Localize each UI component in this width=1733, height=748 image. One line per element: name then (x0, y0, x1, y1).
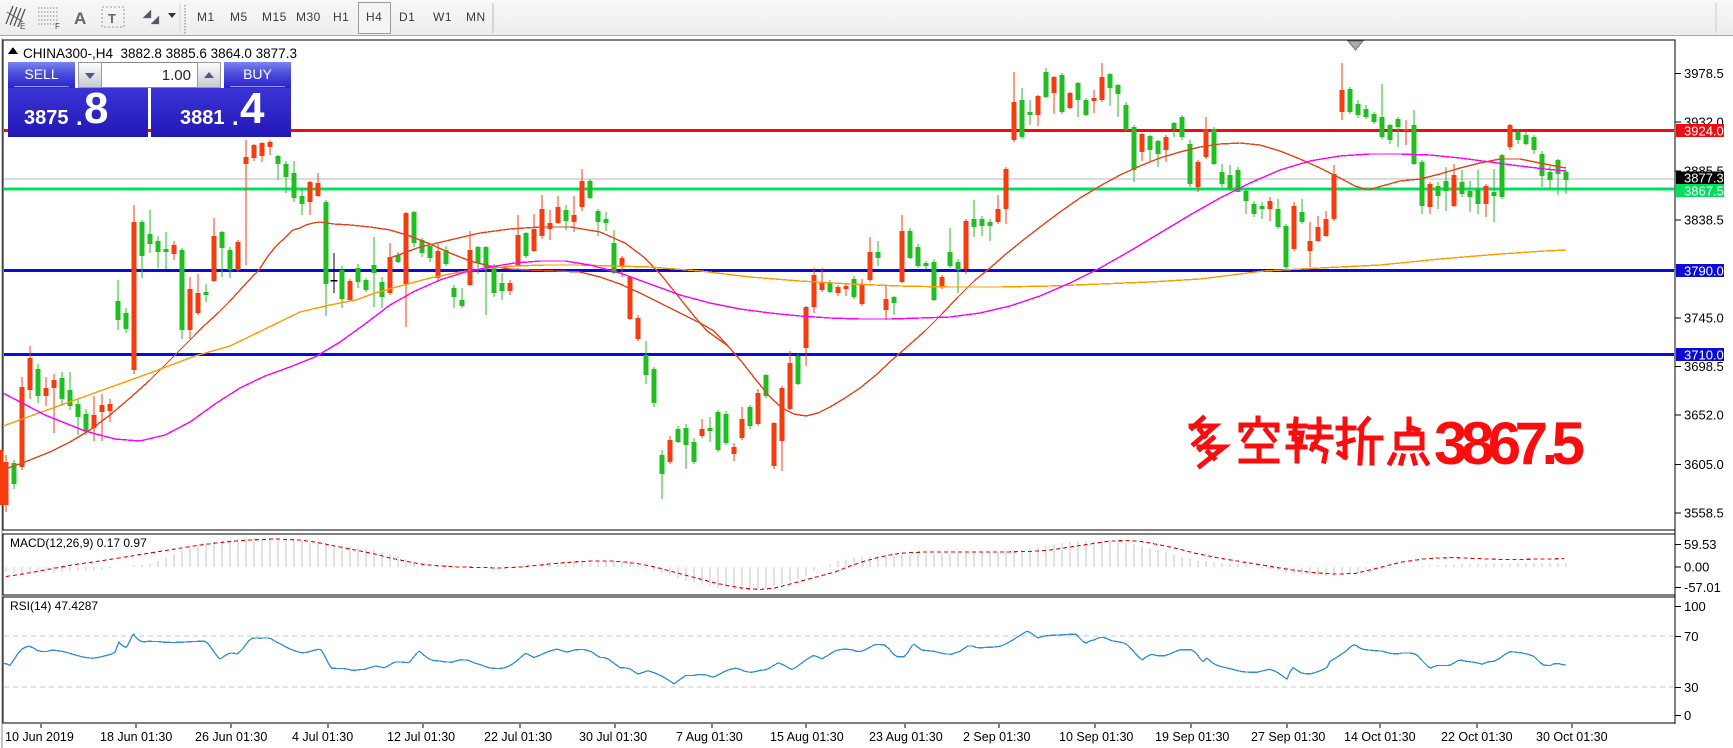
svg-text:30 Jul 01:30: 30 Jul 01:30 (579, 730, 647, 744)
svg-text:22 Oct 01:30: 22 Oct 01:30 (1441, 730, 1513, 744)
svg-text:3558.5: 3558.5 (1684, 506, 1724, 521)
svg-text:3605.0: 3605.0 (1684, 457, 1724, 472)
svg-text:19 Sep 01:30: 19 Sep 01:30 (1155, 730, 1229, 744)
svg-text:0.00: 0.00 (1684, 560, 1709, 575)
svg-text:26 Jun 01:30: 26 Jun 01:30 (195, 730, 267, 744)
svg-text:23 Aug 01:30: 23 Aug 01:30 (869, 730, 943, 744)
svg-text:15 Aug 01:30: 15 Aug 01:30 (770, 730, 844, 744)
svg-text:70: 70 (1684, 629, 1698, 644)
svg-text:2 Sep 01:30: 2 Sep 01:30 (963, 730, 1030, 744)
svg-text:3867.5: 3867.5 (1434, 410, 1584, 477)
svg-text:10 Sep 01:30: 10 Sep 01:30 (1059, 730, 1133, 744)
svg-text:7 Aug 01:30: 7 Aug 01:30 (676, 730, 743, 744)
svg-text:E: E (20, 22, 25, 31)
svg-text:14 Oct 01:30: 14 Oct 01:30 (1344, 730, 1416, 744)
svg-text:10 Jun 2019: 10 Jun 2019 (5, 730, 74, 744)
svg-text:3978.5: 3978.5 (1684, 66, 1724, 81)
svg-text:12 Jul 01:30: 12 Jul 01:30 (387, 730, 455, 744)
svg-text:22 Jul 01:30: 22 Jul 01:30 (484, 730, 552, 744)
svg-text:T: T (108, 11, 116, 26)
svg-text:3698.5: 3698.5 (1684, 359, 1724, 374)
svg-text:RSI(14) 47.4287: RSI(14) 47.4287 (10, 599, 98, 613)
svg-text:CHINA300-,H4 3882.8 3885.6 38: CHINA300-,H4 3882.8 3885.6 3864.0 3877.3 (23, 46, 297, 61)
svg-text:0: 0 (1684, 708, 1691, 723)
svg-text:3790.0: 3790.0 (1684, 263, 1724, 278)
svg-text:4 Jul 01:30: 4 Jul 01:30 (292, 730, 353, 744)
svg-text:F: F (55, 22, 60, 31)
svg-text:MACD(12,26,9) 0.17 0.97: MACD(12,26,9) 0.17 0.97 (10, 536, 147, 550)
svg-text:3867.5: 3867.5 (1684, 183, 1724, 198)
svg-text:18 Jun 01:30: 18 Jun 01:30 (100, 730, 172, 744)
svg-text:3745.0: 3745.0 (1684, 310, 1724, 325)
svg-text:-57.01: -57.01 (1684, 580, 1721, 595)
svg-text:3652.0: 3652.0 (1684, 408, 1724, 423)
svg-text:3924.0: 3924.0 (1684, 123, 1724, 138)
svg-text:3838.5: 3838.5 (1684, 213, 1724, 228)
svg-text:30: 30 (1684, 680, 1698, 695)
svg-text:3877.3: 3877.3 (1684, 171, 1724, 186)
svg-text:100: 100 (1684, 599, 1706, 614)
svg-text:30 Oct 01:30: 30 Oct 01:30 (1536, 730, 1608, 744)
svg-text:A: A (74, 9, 86, 28)
svg-text:3710.0: 3710.0 (1684, 347, 1724, 362)
svg-text:27 Sep 01:30: 27 Sep 01:30 (1251, 730, 1325, 744)
svg-text:59.53: 59.53 (1684, 537, 1717, 552)
